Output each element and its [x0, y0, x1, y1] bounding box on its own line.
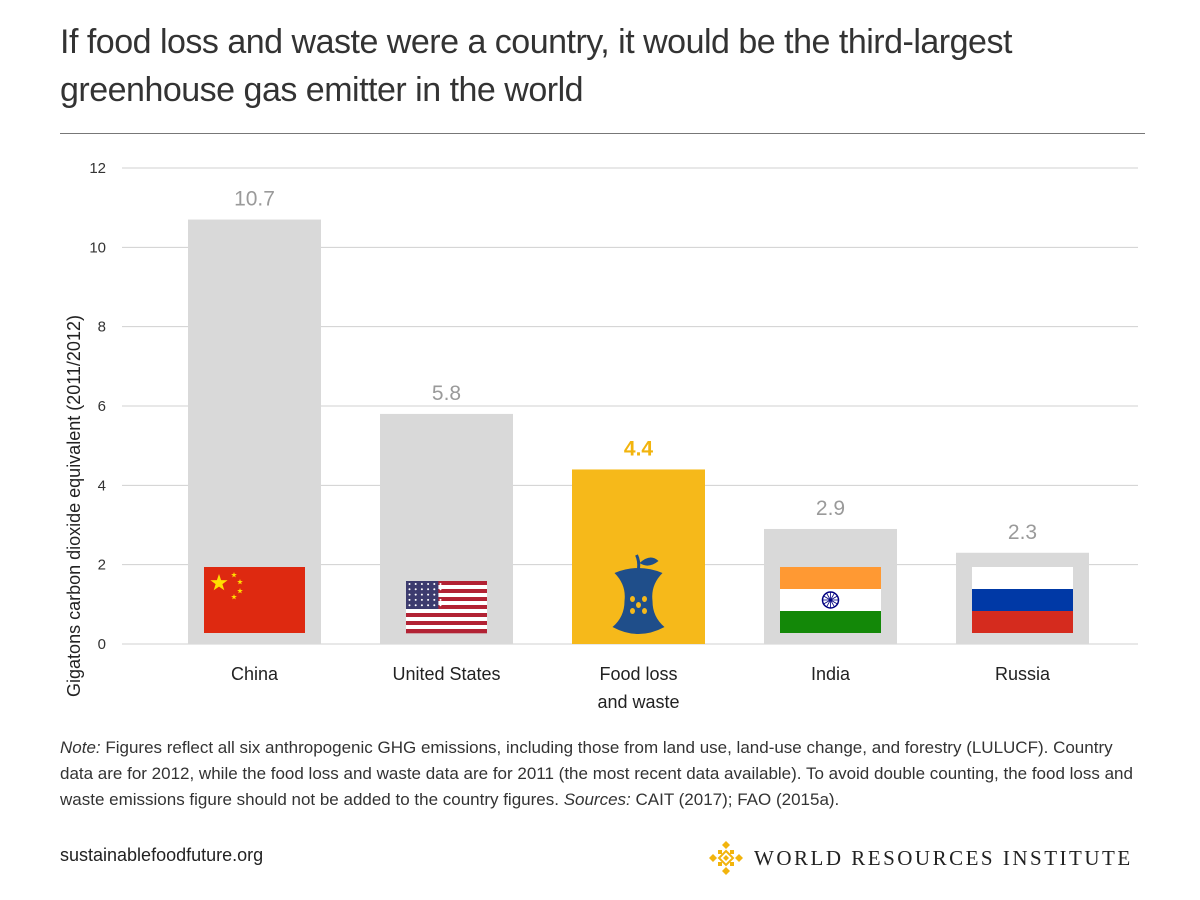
- y-axis-label: Gigatons carbon dioxide equivalent (2011…: [64, 315, 84, 697]
- category-label: Russia: [995, 664, 1051, 684]
- value-label: 2.3: [1008, 521, 1037, 544]
- y-tick-label: 0: [98, 636, 106, 653]
- note-text: Figures reflect all six anthropogenic GH…: [60, 738, 1133, 809]
- title-divider: [60, 133, 1145, 134]
- y-tick-label: 8: [98, 319, 106, 336]
- wri-name: WORLD RESOURCES INSTITUTE: [754, 845, 1133, 870]
- sources-label: Sources:: [563, 790, 631, 809]
- sources-text: CAIT (2017); FAO (2015a).: [630, 790, 840, 809]
- y-tick-label: 4: [98, 477, 106, 494]
- us-flag-icon: [406, 581, 487, 634]
- value-labels: 10.7 5.8 4.4 2.9 2.3: [234, 188, 1037, 544]
- china-flag-icon: [204, 567, 305, 633]
- india-flag-icon: [780, 567, 881, 633]
- chart-title: If food loss and waste were a country, i…: [60, 23, 1012, 109]
- category-label: Food loss: [599, 664, 677, 684]
- apple-core-icon: [612, 554, 665, 634]
- category-label: and waste: [597, 692, 679, 712]
- y-tick-label: 2: [98, 557, 106, 574]
- wri-logo: WORLD RESOURCES INSTITUTE: [708, 838, 1133, 878]
- bar-chart: 0 2 4 6 8 10 12 Gigatons carbon dioxide equiva…: [64, 160, 1138, 712]
- y-tick-label: 6: [98, 398, 106, 415]
- footer-url[interactable]: sustainablefoodfuture.org: [60, 845, 264, 865]
- note-label: Note:: [60, 738, 101, 757]
- y-tick-label: 10: [89, 239, 106, 256]
- value-label: 4.4: [624, 437, 654, 460]
- wri-logo-icon: [709, 841, 743, 875]
- value-label: 10.7: [234, 188, 275, 211]
- category-label: United States: [392, 664, 500, 684]
- y-axis-ticks: 0 2 4 6 8 10 12: [89, 160, 106, 653]
- value-label: 2.9: [816, 497, 845, 520]
- bar-icons: [204, 554, 1073, 634]
- category-label: India: [811, 664, 851, 684]
- category-label: China: [231, 664, 279, 684]
- value-label: 5.8: [432, 382, 461, 405]
- x-axis-categories: China United States Food loss and waste Indi…: [231, 664, 1051, 712]
- russia-flag-icon: [972, 567, 1073, 633]
- y-tick-label: 12: [89, 160, 106, 177]
- chart-note: Note: Figures reflect all six anthropoge…: [60, 735, 1150, 813]
